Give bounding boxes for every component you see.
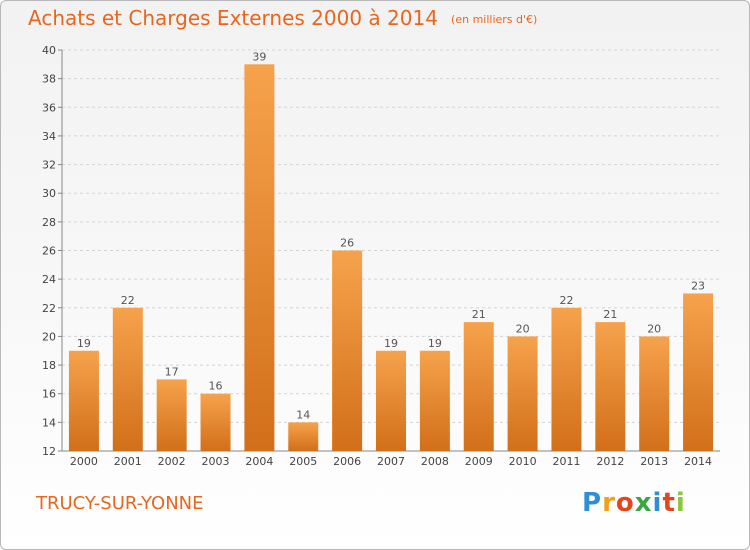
logo-letter: o bbox=[615, 488, 635, 518]
x-tick-label: 2002 bbox=[158, 455, 186, 468]
y-tick-label: 12 bbox=[42, 445, 56, 458]
bar bbox=[68, 350, 99, 451]
y-tick-label: 24 bbox=[42, 273, 56, 286]
x-tick-label: 2011 bbox=[552, 455, 580, 468]
logo-letter: t bbox=[662, 488, 676, 518]
x-tick-label: 2001 bbox=[114, 455, 142, 468]
bar bbox=[683, 293, 714, 451]
y-tick-label: 34 bbox=[42, 130, 56, 143]
x-tick-label: 2006 bbox=[333, 455, 361, 468]
y-tick-label: 16 bbox=[42, 388, 56, 401]
bar-value-label: 22 bbox=[559, 294, 573, 307]
x-tick-label: 2012 bbox=[596, 455, 624, 468]
x-tick-label: 2005 bbox=[289, 455, 317, 468]
y-tick-label: 30 bbox=[42, 187, 56, 200]
bar bbox=[376, 350, 406, 451]
bar bbox=[595, 322, 626, 451]
bar-value-label: 22 bbox=[121, 294, 135, 307]
bar bbox=[551, 307, 582, 451]
bar bbox=[507, 336, 538, 451]
bar bbox=[419, 350, 450, 451]
bar bbox=[332, 250, 363, 451]
y-tick-label: 32 bbox=[42, 159, 56, 172]
bar bbox=[244, 64, 275, 452]
bar-value-label: 21 bbox=[603, 308, 617, 321]
logo-letter: i bbox=[652, 488, 663, 518]
y-tick-label: 14 bbox=[42, 416, 56, 429]
bar bbox=[112, 307, 143, 451]
bars bbox=[68, 64, 714, 452]
bar-value-label: 21 bbox=[472, 308, 486, 321]
bar-value-label: 19 bbox=[428, 337, 442, 350]
bar-value-label: 20 bbox=[516, 322, 530, 335]
y-tick-label: 20 bbox=[42, 330, 56, 343]
logo-letter: i bbox=[675, 488, 686, 518]
labels: 19 2000 22 2001 17 2002 16 2003 39 2004 14 2005 26 20… bbox=[70, 50, 712, 468]
y-tick-label: 40 bbox=[42, 44, 56, 57]
x-tick-label: 2004 bbox=[245, 455, 273, 468]
proxiti-logo: Proxiti bbox=[582, 488, 686, 518]
chart-title: Achats et Charges Externes 2000 à 2014 bbox=[28, 6, 438, 30]
bar-value-label: 23 bbox=[691, 279, 705, 292]
bar bbox=[288, 422, 319, 451]
y-tick-label: 38 bbox=[42, 73, 56, 86]
chart-unit: (en milliers d'€) bbox=[451, 13, 538, 26]
y-tick-label: 22 bbox=[42, 302, 56, 315]
x-tick-label: 2013 bbox=[640, 455, 668, 468]
bar-value-label: 20 bbox=[647, 322, 661, 335]
bar-value-label: 16 bbox=[209, 380, 223, 393]
bar-value-label: 19 bbox=[77, 337, 91, 350]
x-tick-label: 2003 bbox=[202, 455, 230, 468]
x-tick-label: 2007 bbox=[377, 455, 405, 468]
bar-value-label: 39 bbox=[252, 50, 266, 63]
x-tick-label: 2008 bbox=[421, 455, 449, 468]
y-tick-label: 36 bbox=[42, 101, 56, 114]
bar bbox=[156, 379, 187, 451]
x-tick-label: 2000 bbox=[70, 455, 98, 468]
bar bbox=[639, 336, 670, 451]
chart-title-block: Achats et Charges Externes 2000 à 2014 (… bbox=[28, 6, 537, 30]
bar bbox=[463, 322, 494, 451]
logo-letter: P bbox=[582, 488, 603, 518]
x-tick-label: 2014 bbox=[684, 455, 712, 468]
logo-letter: r bbox=[602, 488, 616, 518]
bar-value-label: 14 bbox=[296, 408, 310, 421]
bar-value-label: 19 bbox=[384, 337, 398, 350]
x-tick-label: 2009 bbox=[465, 455, 493, 468]
commune-name: TRUCY-SUR-YONNE bbox=[36, 493, 204, 514]
y-tick-label: 18 bbox=[42, 359, 56, 372]
x-tick-label: 2010 bbox=[509, 455, 537, 468]
y-tick-label: 26 bbox=[42, 245, 56, 258]
bar-value-label: 17 bbox=[165, 365, 179, 378]
bar bbox=[200, 393, 231, 451]
logo-letter: x bbox=[634, 488, 653, 518]
bar-value-label: 26 bbox=[340, 237, 354, 250]
y-tick-label: 28 bbox=[42, 216, 56, 229]
